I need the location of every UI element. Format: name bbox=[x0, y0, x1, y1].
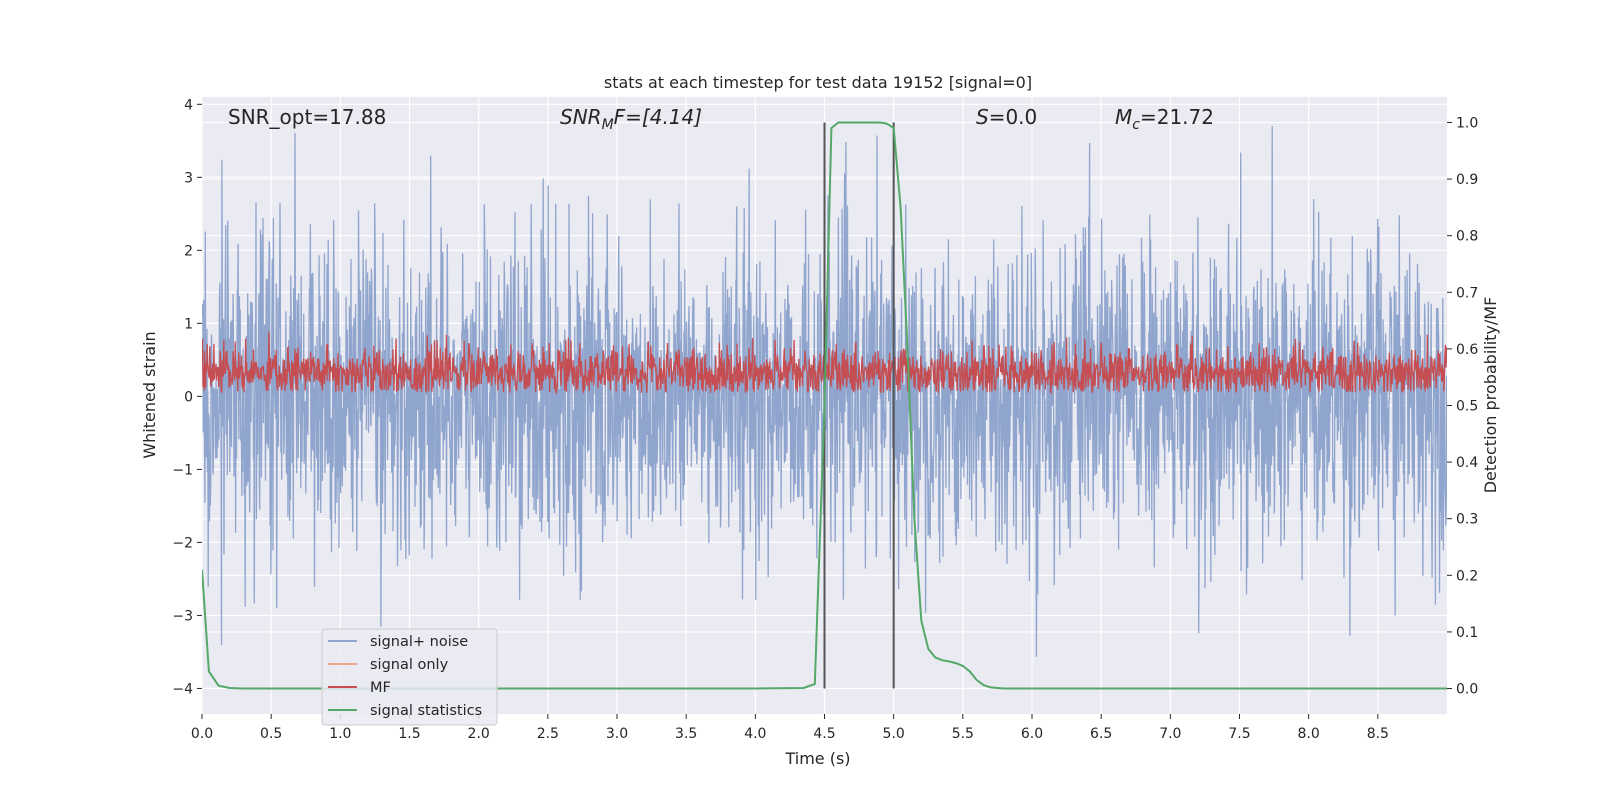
y-axis-left-label: Whitened strain bbox=[140, 331, 159, 458]
annotation-mc-rest: =21.72 bbox=[1140, 105, 1214, 129]
y-left-tick-label: 0 bbox=[184, 389, 193, 405]
x-tick-label: 6.0 bbox=[1021, 726, 1043, 742]
annotation-s-base: S bbox=[976, 105, 989, 129]
annotation-snr-opt: SNR_opt=17.88 bbox=[228, 105, 386, 129]
legend-label-signal-statistics: signal statistics bbox=[370, 703, 482, 719]
y-right-tick-label: 0.2 bbox=[1456, 568, 1478, 584]
x-tick-label: 8.5 bbox=[1367, 726, 1389, 742]
y-left-tick-label: 3 bbox=[184, 170, 193, 186]
annotation-mc: Mc=21.72 bbox=[1115, 105, 1214, 133]
x-tick-label: 2.0 bbox=[468, 726, 490, 742]
x-tick-label: 4.5 bbox=[813, 726, 835, 742]
legend-label-signal-noise: signal+ noise bbox=[370, 634, 468, 650]
x-tick-label: 5.0 bbox=[883, 726, 905, 742]
x-tick-label: 1.5 bbox=[398, 726, 420, 742]
x-tick-label: 7.5 bbox=[1228, 726, 1250, 742]
annotation-s-rest: =0.0 bbox=[989, 105, 1038, 129]
x-tick-label: 8.0 bbox=[1298, 726, 1320, 742]
y-left-tick-label: −3 bbox=[172, 608, 193, 624]
annotation-mc-sub: c bbox=[1132, 117, 1140, 133]
y-left-tick-label: −1 bbox=[172, 462, 193, 478]
legend-box bbox=[321, 628, 498, 726]
x-tick-label: 4.0 bbox=[744, 726, 766, 742]
annotation-s: S=0.0 bbox=[976, 105, 1037, 129]
x-tick-label: 0.5 bbox=[260, 726, 282, 742]
x-tick-label: 3.0 bbox=[606, 726, 628, 742]
x-tick-label: 7.0 bbox=[1159, 726, 1181, 742]
y-right-tick-label: 0.5 bbox=[1456, 399, 1478, 415]
annotation-snr-mf-sub: M bbox=[602, 117, 614, 133]
y-axis-right-ticks: 1.0 0.9 0.8 0.7 0.6 0.5 0.4 0.3 0.2 0.1 0.0 bbox=[1447, 115, 1478, 698]
x-tick-label: 0.0 bbox=[191, 726, 213, 742]
annotation-snr-mf-base: SNR bbox=[560, 105, 602, 129]
y-right-tick-label: 0.8 bbox=[1456, 229, 1478, 245]
x-tick-label: 6.5 bbox=[1090, 726, 1112, 742]
y-right-tick-label: 1.0 bbox=[1456, 115, 1478, 131]
legend: signal+ noise signal only MF signal stat… bbox=[321, 628, 498, 726]
x-axis-ticks: 0.0 0.5 1.0 1.5 2.0 2.5 3.0 3.5 4.0 4.5 5.0 5.5 6.0 6… bbox=[191, 714, 1389, 742]
y-axis-right-label: Detection probability/MF bbox=[1481, 297, 1500, 494]
x-tick-label: 2.5 bbox=[537, 726, 559, 742]
x-axis-label: Time (s) bbox=[784, 749, 850, 768]
y-right-tick-label: 0.1 bbox=[1456, 625, 1478, 641]
y-left-tick-label: −4 bbox=[172, 681, 193, 697]
y-right-tick-label: 0.9 bbox=[1456, 172, 1478, 188]
y-left-tick-label: 1 bbox=[184, 316, 193, 332]
y-right-tick-label: 0.3 bbox=[1456, 512, 1478, 528]
chart-title: stats at each timestep for test data 191… bbox=[604, 73, 1032, 92]
y-left-tick-label: −2 bbox=[172, 535, 193, 551]
y-axis-left-ticks: 4 3 2 1 0 −1 −2 −3 −4 bbox=[172, 97, 202, 697]
y-right-tick-label: 0.6 bbox=[1456, 342, 1478, 358]
y-right-tick-label: 0.0 bbox=[1456, 682, 1478, 698]
legend-label-mf: MF bbox=[370, 680, 391, 696]
annotation-snr-mf: SNRMF=[4.14] bbox=[560, 105, 702, 133]
annotation-mc-base: M bbox=[1115, 105, 1132, 129]
x-tick-label: 5.5 bbox=[952, 726, 974, 742]
y-left-tick-label: 4 bbox=[184, 97, 193, 113]
x-tick-label: 3.5 bbox=[675, 726, 697, 742]
x-tick-label: 1.0 bbox=[329, 726, 351, 742]
y-left-tick-label: 2 bbox=[184, 243, 193, 259]
y-right-tick-label: 0.7 bbox=[1456, 285, 1478, 301]
y-right-tick-label: 0.4 bbox=[1456, 455, 1478, 471]
annotation-snr-mf-rest: F=[4.14] bbox=[614, 105, 702, 129]
legend-label-signal-only: signal only bbox=[370, 657, 449, 673]
